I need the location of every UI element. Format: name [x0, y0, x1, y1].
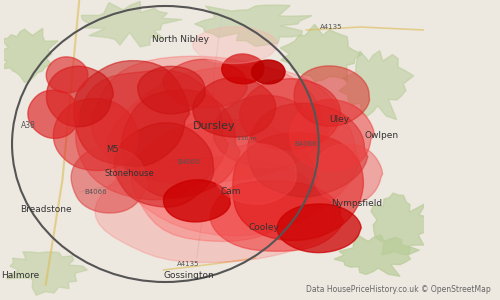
Polygon shape	[193, 77, 276, 137]
Polygon shape	[81, 1, 182, 47]
Polygon shape	[277, 204, 361, 253]
Text: B4060: B4060	[177, 159, 200, 165]
Text: Cam: Cam	[220, 188, 240, 196]
Text: North Nibley: North Nibley	[152, 34, 208, 43]
Polygon shape	[54, 98, 138, 170]
Polygon shape	[210, 181, 344, 251]
Polygon shape	[334, 235, 420, 276]
Polygon shape	[92, 56, 329, 184]
Text: Halmore: Halmore	[2, 272, 40, 280]
Text: Data HousePriceHistory.co.uk © OpenStreetMap: Data HousePriceHistory.co.uk © OpenStree…	[306, 285, 491, 294]
Polygon shape	[46, 57, 88, 93]
Polygon shape	[28, 90, 79, 138]
Polygon shape	[74, 61, 190, 166]
Polygon shape	[71, 147, 147, 213]
Polygon shape	[294, 66, 370, 126]
Polygon shape	[76, 70, 228, 200]
Polygon shape	[214, 144, 296, 204]
Polygon shape	[339, 51, 413, 119]
Text: Gossington: Gossington	[163, 272, 214, 280]
Polygon shape	[163, 59, 248, 108]
Polygon shape	[95, 158, 336, 262]
Polygon shape	[371, 193, 430, 255]
Text: Dursley: Dursley	[192, 121, 235, 131]
Text: A38: A38	[22, 122, 36, 130]
Polygon shape	[280, 24, 362, 81]
Polygon shape	[114, 123, 214, 207]
Text: Cooley: Cooley	[248, 224, 280, 232]
Text: M5: M5	[106, 146, 119, 154]
Polygon shape	[314, 144, 382, 204]
Text: A4135: A4135	[320, 24, 342, 30]
Polygon shape	[192, 27, 278, 64]
Text: Stonehouse: Stonehouse	[105, 169, 154, 178]
Text: Breadstone: Breadstone	[20, 206, 72, 214]
Polygon shape	[222, 54, 264, 84]
Polygon shape	[121, 90, 240, 198]
Polygon shape	[6, 252, 87, 295]
Text: Nympsfield: Nympsfield	[331, 200, 382, 208]
Text: B4066: B4066	[295, 141, 318, 147]
Polygon shape	[233, 133, 364, 240]
Polygon shape	[46, 66, 114, 127]
Text: 116 m: 116 m	[238, 136, 257, 140]
Polygon shape	[164, 180, 230, 222]
Polygon shape	[132, 120, 318, 242]
Polygon shape	[240, 79, 340, 150]
Text: Uley: Uley	[330, 116, 350, 124]
Text: A4135: A4135	[177, 261, 200, 267]
Text: B4066: B4066	[84, 189, 108, 195]
Polygon shape	[252, 60, 285, 84]
Polygon shape	[248, 103, 368, 197]
Polygon shape	[0, 28, 58, 82]
Polygon shape	[138, 66, 205, 114]
Text: Owlpen: Owlpen	[364, 130, 399, 140]
Polygon shape	[194, 5, 312, 46]
Polygon shape	[214, 95, 316, 168]
Polygon shape	[290, 100, 374, 171]
Polygon shape	[106, 67, 360, 236]
